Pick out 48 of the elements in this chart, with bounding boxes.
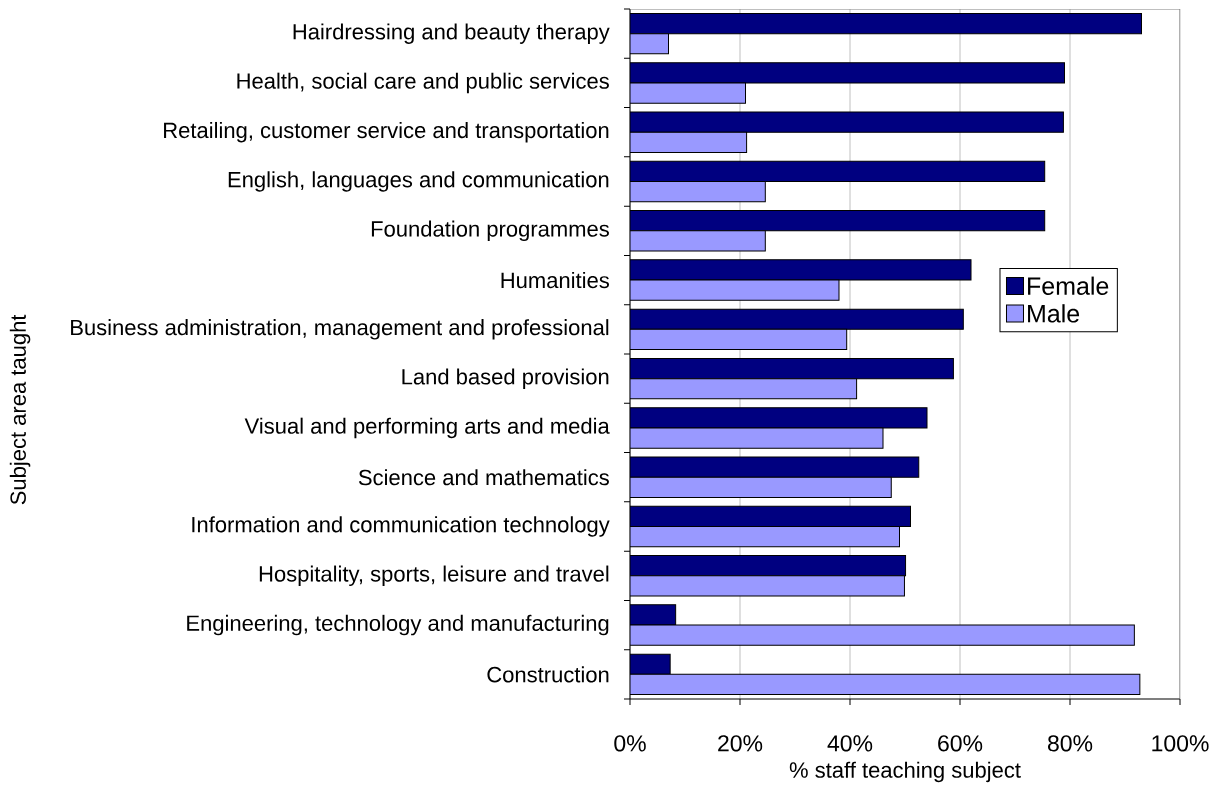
bar <box>630 555 907 577</box>
bar <box>630 210 1046 232</box>
bar <box>630 131 748 153</box>
bar <box>630 328 848 351</box>
bar <box>630 505 911 528</box>
x-tick-label: 40% <box>827 735 873 752</box>
bar <box>630 653 671 675</box>
bar <box>630 181 766 203</box>
y-tick-label: Construction <box>487 666 609 683</box>
y-tick-label: Hospitality, sports, leisure and travel <box>259 565 609 587</box>
bar <box>630 12 1143 35</box>
bar <box>630 624 1135 646</box>
x-tick-label: 100% <box>1152 735 1209 752</box>
y-tick-label: Humanities <box>501 271 609 289</box>
y-tick-label: Retailing, customer service and transportation <box>164 121 609 143</box>
y-tick-label: English, languages and communication <box>228 171 609 192</box>
y-tick-label: Land based provision <box>402 368 609 389</box>
y-tick-label: Engineering, technology and manufacturing <box>187 614 609 636</box>
bar <box>630 111 1064 133</box>
bar <box>630 407 928 429</box>
x-tick-label: 80% <box>1047 735 1093 752</box>
bar <box>630 279 840 301</box>
x-tick-label: 0% <box>614 735 646 752</box>
y-tick-label: Science and mathematics <box>358 469 609 486</box>
bar <box>630 33 669 55</box>
x-tick-label: 20% <box>718 735 763 752</box>
bar <box>630 62 1066 84</box>
bar <box>630 575 905 597</box>
x-axis-title: % staff teaching subject <box>789 761 1021 783</box>
y-tick-label: Visual and performing arts and media <box>244 417 610 439</box>
y-tick-label: Information and communication technology <box>192 516 610 537</box>
bar <box>630 526 901 548</box>
bar <box>630 357 954 380</box>
y-tick-label: Business administration, management and professional <box>71 319 609 340</box>
bar <box>630 378 858 400</box>
legend-label: Male <box>1028 304 1080 323</box>
bar <box>630 456 920 478</box>
y-tick-label: Hairdressing and beauty therapy <box>293 23 610 44</box>
y-tick-label: Foundation programmes <box>371 220 609 242</box>
bar <box>630 308 964 330</box>
bar <box>630 476 892 498</box>
legend-label: Female <box>1028 276 1109 295</box>
bar <box>630 160 1046 183</box>
bar <box>630 673 1141 696</box>
y-tick-label: Health, social care and public services <box>237 72 609 94</box>
x-tick-label: 60% <box>938 735 983 752</box>
y-axis-title: Subject area taught <box>9 314 31 505</box>
bar <box>630 230 766 252</box>
